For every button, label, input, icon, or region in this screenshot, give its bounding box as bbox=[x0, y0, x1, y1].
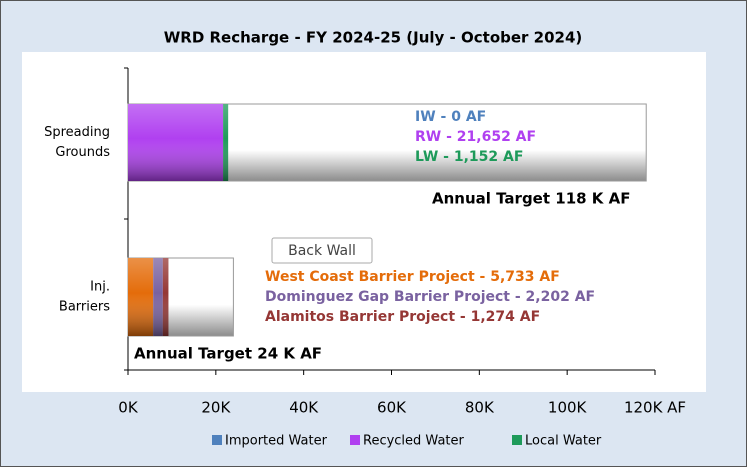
legend-label: Local Water bbox=[525, 434, 602, 449]
value-label: Dominguez Gap Barrier Project - 2,202 AF bbox=[265, 289, 595, 305]
value-label: LW - 1,152 AF bbox=[415, 149, 523, 165]
bar-shade bbox=[223, 104, 229, 181]
value-label: West Coast Barrier Project - 5,733 AF bbox=[265, 269, 560, 285]
x-tick-label: 60K bbox=[377, 399, 407, 417]
target-label: Annual Target 118 K AF bbox=[432, 190, 631, 208]
legend-swatch bbox=[350, 435, 360, 445]
category-label: Barriers bbox=[59, 300, 110, 315]
legend-swatch bbox=[212, 435, 222, 445]
x-tick-label: 20K bbox=[201, 399, 231, 417]
x-tick-label: 0K bbox=[118, 399, 139, 417]
category-label: Inj. bbox=[90, 280, 110, 295]
bar-shade bbox=[162, 258, 169, 336]
category-label: Spreading bbox=[44, 125, 110, 140]
x-tick-label: 40K bbox=[289, 399, 319, 417]
value-label: IW - 0 AF bbox=[415, 109, 486, 125]
category-label: Grounds bbox=[55, 145, 110, 160]
bar-shade bbox=[128, 104, 224, 181]
x-tick-label: 100K bbox=[548, 399, 588, 417]
value-label: Alamitos Barrier Project - 1,274 AF bbox=[265, 309, 540, 325]
legend-label: Recycled Water bbox=[363, 434, 465, 449]
legend-swatch bbox=[512, 435, 522, 445]
bar-shade bbox=[153, 258, 163, 336]
plot-area bbox=[22, 52, 706, 392]
tooltip-text: Back Wall bbox=[288, 243, 356, 259]
value-label: RW - 21,652 AF bbox=[415, 129, 536, 145]
tooltip-box bbox=[271, 237, 373, 264]
bar-shade bbox=[128, 258, 154, 336]
chart-title: WRD Recharge - FY 2024-25 (July - Octobe… bbox=[164, 29, 583, 47]
x-tick-label: 120K AF bbox=[624, 399, 686, 417]
legend-label: Imported Water bbox=[225, 434, 328, 449]
target-label: Annual Target 24 K AF bbox=[134, 345, 322, 363]
x-tick-label: 80K bbox=[465, 399, 495, 417]
